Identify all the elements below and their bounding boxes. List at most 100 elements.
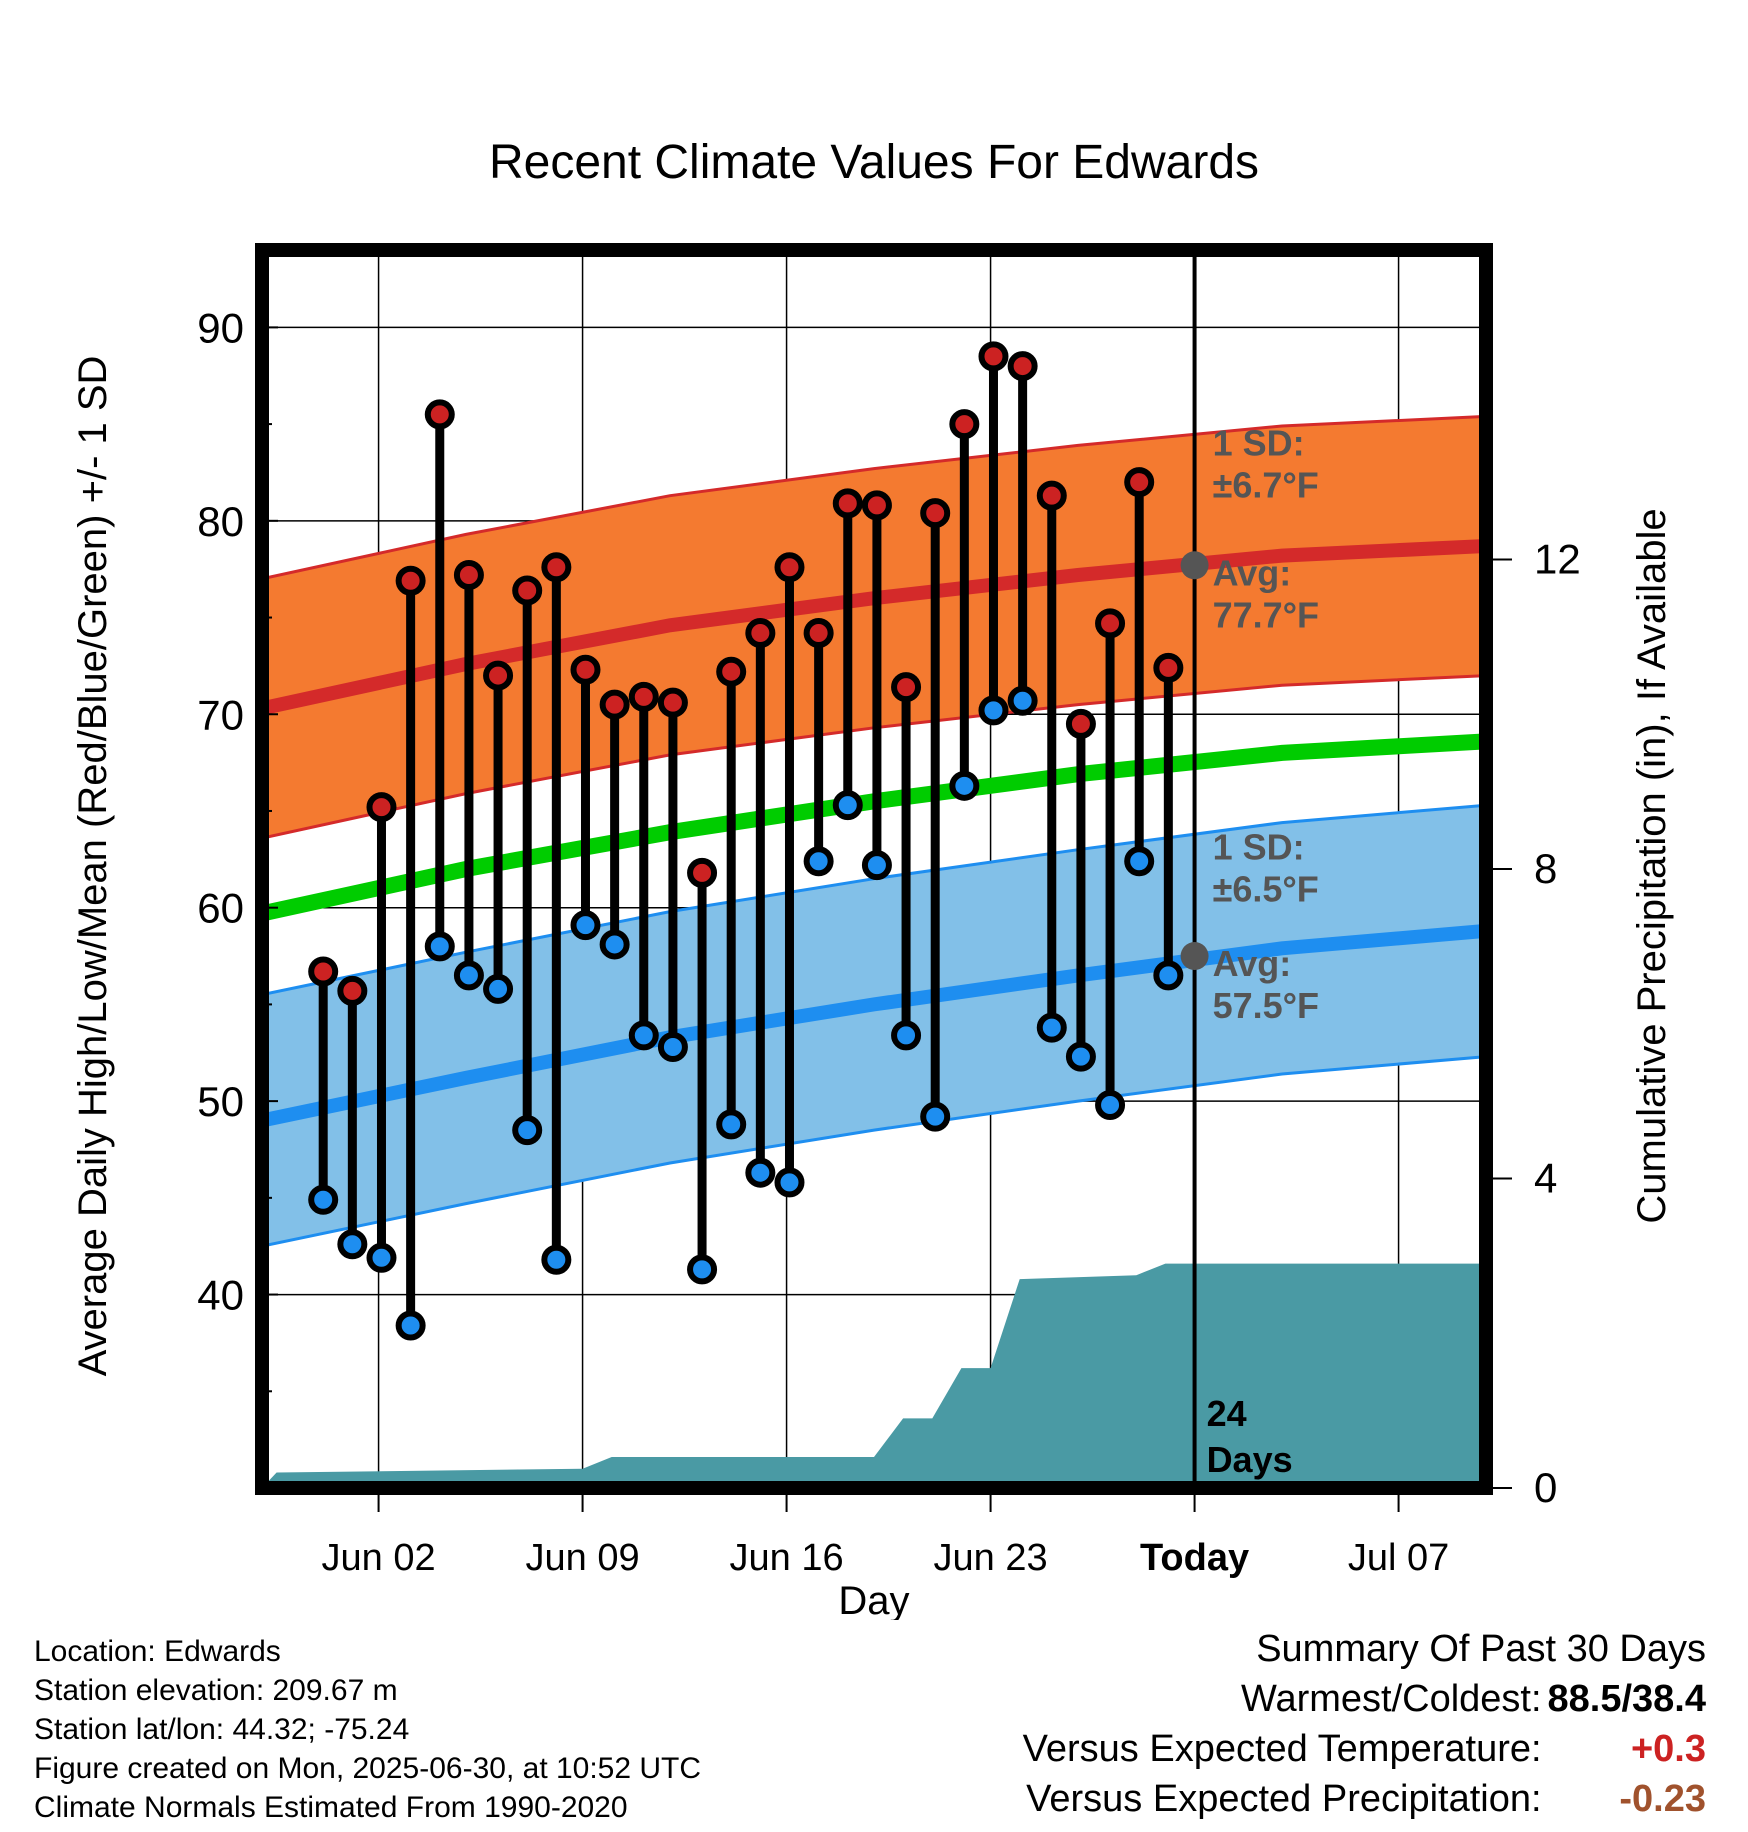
daily-high-marker	[395, 565, 426, 596]
daily-high-marker	[1065, 708, 1096, 739]
y2-tick-label: 0	[1534, 1464, 1557, 1511]
daily-high-marker	[687, 857, 718, 888]
daily-low-marker	[978, 695, 1009, 726]
daily-high-marker	[424, 399, 455, 430]
daily-high-marker	[308, 956, 339, 987]
high-upper-edge	[262, 414, 1486, 581]
x-tick-label: Jun 16	[730, 1537, 844, 1579]
precip-label: Versus Expected Precipitation:	[1026, 1778, 1542, 1820]
daily-low-marker	[483, 973, 514, 1004]
daily-high-marker	[1124, 467, 1155, 498]
climate-chart: Recent Climate Values For Edwards Averag…	[71, 136, 1674, 1620]
daily-high-marker	[978, 341, 1009, 372]
daily-low-marker	[1036, 1012, 1067, 1043]
daily-high-marker	[657, 687, 688, 718]
daily-low-marker	[337, 1229, 368, 1260]
normals-text: Climate Normals Estimated From 1990-2020	[34, 1791, 628, 1824]
latlon-text: Station lat/lon: 44.32; -75.24	[34, 1713, 410, 1746]
annotation-text: Avg:	[1213, 943, 1292, 984]
y-tick-label: 40	[197, 1272, 244, 1319]
daily-high-marker	[483, 660, 514, 691]
daily-low-marker	[774, 1167, 805, 1198]
today-high-avg-dot	[1180, 551, 1209, 580]
daily-low-marker	[745, 1157, 776, 1188]
daily-high-marker	[920, 498, 951, 529]
daily-low-marker	[366, 1242, 397, 1273]
plot-area	[262, 250, 1486, 1488]
location-text: Location: Edwards	[34, 1635, 281, 1668]
annotation-text: 1 SD:	[1213, 422, 1305, 463]
daily-low-marker	[1153, 960, 1184, 991]
y2-tick-label: 8	[1534, 845, 1557, 892]
daily-high-marker	[1036, 480, 1067, 511]
summary-precip: Versus Expected Precipitation: -0.23	[1023, 1774, 1706, 1824]
daily-low-marker	[1065, 1041, 1096, 1072]
daily-low-marker	[453, 960, 484, 991]
x-axis-label: Day	[838, 1579, 909, 1620]
daily-high-marker	[861, 490, 892, 521]
daily-low-marker	[657, 1031, 688, 1062]
y-tick-label: 80	[197, 498, 244, 545]
daily-high-marker	[716, 656, 747, 687]
y2-tick-label: 4	[1534, 1155, 1557, 1202]
today-days-text: 24	[1207, 1393, 1247, 1434]
daily-low-marker	[424, 931, 455, 962]
daily-high-marker	[949, 409, 980, 440]
daily-high-marker	[832, 488, 863, 519]
warm-cold-value: 88.5/38.4	[1547, 1678, 1706, 1720]
y2-tick-label: 12	[1534, 536, 1581, 583]
low-avg-line	[262, 923, 1486, 1128]
daily-high-marker	[745, 618, 776, 649]
y-tick-label: 60	[197, 885, 244, 932]
daily-high-marker	[1007, 351, 1038, 382]
daily-low-marker	[512, 1115, 543, 1146]
today-low-avg-dot	[1180, 942, 1209, 971]
today-days-text: Days	[1207, 1439, 1293, 1480]
low-sd-band	[262, 805, 1486, 1247]
daily-low-marker	[716, 1109, 747, 1140]
daily-low-marker	[803, 846, 834, 877]
annotation-text: Avg:	[1213, 552, 1292, 593]
warm-cold-label: Warmest/Coldest:	[1240, 1678, 1542, 1720]
station-info: Location: Edwards Station elevation: 209…	[34, 1632, 701, 1827]
daily-low-marker	[949, 770, 980, 801]
annotation-text: ±6.7°F	[1213, 464, 1319, 505]
daily-high-marker	[599, 689, 630, 720]
low-lower-edge	[262, 1055, 1486, 1248]
x-tick-label: Jun 09	[526, 1537, 640, 1579]
temp-label: Versus Expected Temperature:	[1022, 1728, 1542, 1770]
daily-low-marker	[861, 850, 892, 881]
daily-high-marker	[570, 654, 601, 685]
x-tick-label: Jun 02	[322, 1537, 436, 1579]
x-tick-label: Jul 07	[1348, 1537, 1449, 1579]
daily-high-marker	[891, 672, 922, 703]
chart-title: Recent Climate Values For Edwards	[489, 136, 1259, 189]
daily-low-marker	[541, 1244, 572, 1275]
precip-value: -0.23	[1619, 1778, 1706, 1820]
daily-low-marker	[1124, 846, 1155, 877]
annotation-text: 77.7°F	[1213, 594, 1319, 635]
created-text: Figure created on Mon, 2025-06-30, at 10…	[34, 1752, 702, 1785]
annotation-text: ±6.5°F	[1213, 869, 1319, 910]
daily-low-marker	[832, 790, 863, 821]
daily-low-marker	[628, 1020, 659, 1051]
y-tick-label: 90	[197, 304, 244, 351]
daily-high-marker	[1153, 652, 1184, 683]
daily-low-marker	[891, 1020, 922, 1051]
precip-area	[262, 1263, 1486, 1488]
daily-high-marker	[1095, 608, 1126, 639]
annotation-text: 1 SD:	[1213, 827, 1305, 868]
y2-axis-label: Cumulative Precipitation (in), If Availa…	[1630, 508, 1674, 1223]
temp-value: +0.3	[1630, 1728, 1706, 1770]
daily-high-marker	[366, 792, 397, 823]
y-tick-label: 70	[197, 691, 244, 738]
summary-temp: Versus Expected Temperature: +0.3	[1023, 1724, 1706, 1774]
daily-high-marker	[628, 681, 659, 712]
annotation-text: 57.5°F	[1213, 985, 1319, 1026]
y-axis-label: Average Daily High/Low/Mean (Red/Blue/Gr…	[71, 356, 115, 1377]
summary-panel: Summary Of Past 30 Days Warmest/Coldest:…	[1023, 1624, 1706, 1824]
elevation-text: Station elevation: 209.67 m	[34, 1674, 398, 1707]
y-tick-label: 50	[197, 1078, 244, 1125]
daily-low-marker	[570, 910, 601, 941]
x-tick-label: Today	[1140, 1537, 1249, 1579]
